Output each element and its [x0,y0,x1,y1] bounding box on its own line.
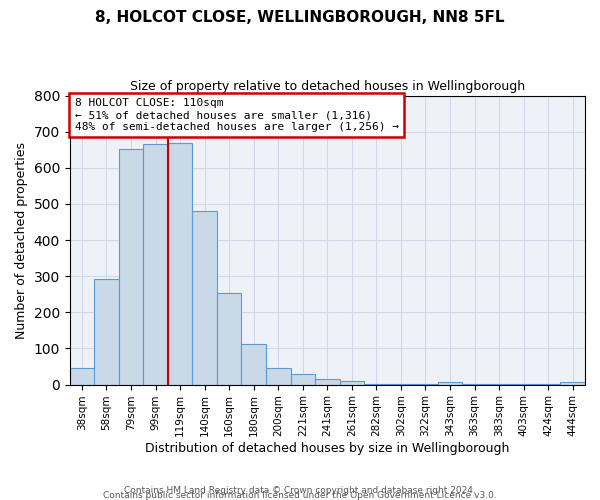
Bar [438,382,462,384]
Bar [143,144,168,384]
Bar [241,344,266,385]
Title: Size of property relative to detached houses in Wellingborough: Size of property relative to detached ho… [130,80,525,93]
Bar [193,211,217,384]
Text: Contains HM Land Registry data © Crown copyright and database right 2024.: Contains HM Land Registry data © Crown c… [124,486,476,495]
X-axis label: Distribution of detached houses by size in Wellingborough: Distribution of detached houses by size … [145,442,509,455]
Bar [217,293,241,384]
Bar [560,382,585,384]
Bar [70,368,94,384]
Text: 8, HOLCOT CLOSE, WELLINGBOROUGH, NN8 5FL: 8, HOLCOT CLOSE, WELLINGBOROUGH, NN8 5FL [95,10,505,25]
Bar [94,278,119,384]
Bar [340,381,364,384]
Bar [290,374,315,384]
Y-axis label: Number of detached properties: Number of detached properties [15,142,28,338]
Bar [168,142,193,384]
Text: Contains public sector information licensed under the Open Government Licence v3: Contains public sector information licen… [103,491,497,500]
Bar [266,368,290,384]
Bar [119,148,143,384]
Bar [315,379,340,384]
Text: 8 HOLCOT CLOSE: 110sqm
← 51% of detached houses are smaller (1,316)
48% of semi-: 8 HOLCOT CLOSE: 110sqm ← 51% of detached… [75,98,399,132]
